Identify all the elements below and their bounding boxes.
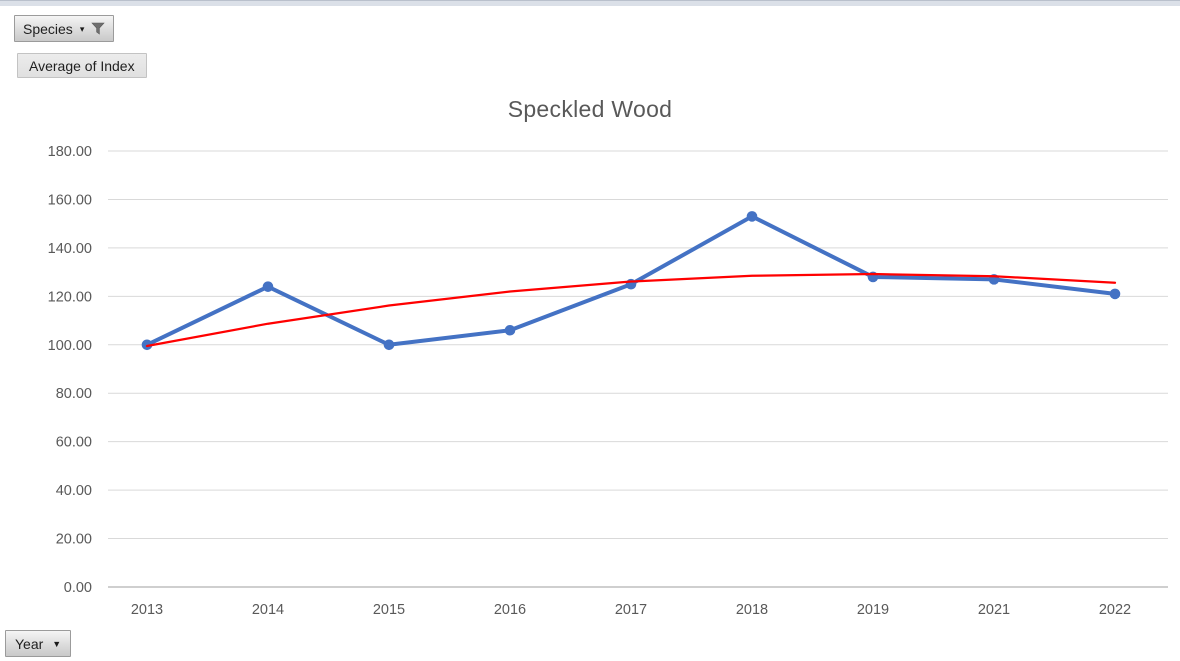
x-tick-label: 2014 (252, 602, 284, 618)
year-axis-field-button[interactable]: Year ▼ (5, 630, 72, 657)
x-tick-label: 2021 (978, 602, 1010, 618)
trendline-path (145, 272, 1117, 348)
x-tick-label: 2017 (615, 602, 647, 618)
data-point-marker (746, 211, 758, 222)
species-filter-label: Species (23, 20, 73, 37)
y-tick-label: 160.00 (48, 192, 92, 208)
x-tick-label: 2019 (857, 602, 889, 618)
value-field-label: Average of Index (29, 57, 135, 74)
chevron-down-icon: ▾ (79, 24, 85, 34)
window-top-band (0, 0, 1180, 6)
x-tick-label: 2016 (494, 602, 526, 618)
data-point-marker (383, 339, 395, 351)
data-point-marker (141, 339, 153, 351)
data-point-marker (1109, 288, 1121, 300)
y-tick-label: 60.00 (56, 435, 92, 451)
y-tick-label: 20.00 (56, 532, 92, 548)
x-tick-label: 2018 (736, 602, 768, 618)
filter-funnel-icon (91, 22, 106, 35)
value-field-button[interactable]: Average of Index (17, 53, 147, 78)
data-point-marker (504, 324, 516, 336)
species-filter-button[interactable]: Species ▾ (14, 15, 115, 42)
x-tick-label: 2022 (1099, 602, 1131, 618)
x-tick-label: 2013 (131, 602, 163, 618)
data-point-marker (262, 281, 274, 292)
y-tick-label: 100.00 (48, 338, 92, 354)
year-field-label: Year (15, 635, 44, 652)
y-tick-label: 0.00 (64, 580, 92, 596)
x-tick-label: 2015 (373, 602, 405, 618)
y-tick-label: 140.00 (48, 241, 92, 257)
y-tick-label: 120.00 (48, 289, 92, 305)
y-tick-label: 80.00 (56, 386, 92, 402)
y-tick-label: 180.00 (48, 144, 92, 160)
y-tick-label: 40.00 (56, 483, 92, 499)
dropdown-arrow-icon: ▼ (52, 639, 62, 649)
chart-title: Speckled Wood (507, 96, 673, 122)
